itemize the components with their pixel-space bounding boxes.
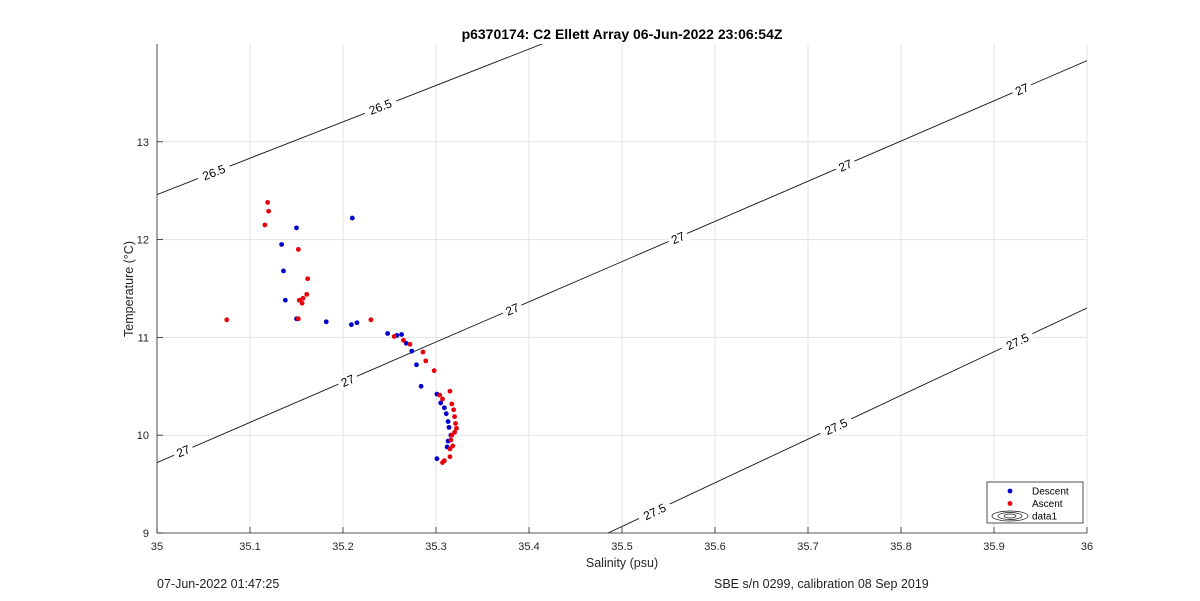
x-tick-label: 35.3: [425, 541, 446, 553]
y-tick-label: 11: [138, 332, 149, 344]
descent-point: [441, 405, 447, 411]
ascent-point: [448, 437, 454, 443]
ascent-point: [452, 414, 457, 420]
ascent-point: [437, 392, 443, 398]
chart-title: p6370174: C2 Ellett Array 06-Jun-2022 23…: [462, 26, 783, 42]
x-tick-label: 35.8: [890, 541, 911, 553]
contour-line-27: [157, 60, 1087, 463]
descent-point: [279, 242, 285, 247]
x-tick-label: 35.1: [239, 541, 260, 553]
x-tick-label: 35.9: [983, 541, 1004, 553]
legend-label-data1: data1: [1032, 512, 1057, 523]
descent-point: [349, 215, 355, 221]
ascent-point: [451, 407, 457, 413]
contour-label-text: 27: [1013, 80, 1031, 98]
ascent-point: [440, 396, 445, 402]
footer-timestamp: 07-Jun-2022 01:47:25: [157, 577, 280, 591]
contour-label: 27: [1009, 78, 1034, 100]
legend-label-descent: Descent: [1032, 487, 1069, 498]
legend-marker-ascent: [1007, 501, 1013, 506]
ascent-point: [420, 349, 426, 355]
tick-labels: 35 35.1 35.2 35.3 35.4 35.5 35.6 35.7 35.8 35.9 36…: [137, 137, 1093, 553]
descent-point: [438, 400, 444, 406]
legend-label-ascent: Ascent: [1032, 499, 1063, 510]
descent-point: [282, 297, 288, 303]
x-tick-label: 35.4: [518, 541, 539, 553]
descent-point: [418, 383, 424, 389]
legend-box: [986, 481, 1084, 524]
ascent-point: [453, 421, 458, 426]
descent-point: [354, 320, 360, 326]
descent-point: [445, 419, 451, 424]
axes: [156, 44, 1088, 534]
y-tick-label: 10: [137, 430, 149, 442]
y-tick-label: 12: [137, 235, 149, 247]
ascent-point: [368, 317, 374, 323]
descent-point: [323, 319, 329, 325]
ascent-point: [447, 446, 453, 452]
descent-point: [414, 362, 419, 368]
ascent-point: [447, 454, 453, 460]
ascent-point: [447, 388, 453, 394]
ascent-point: [454, 425, 459, 431]
descent-point: [409, 348, 415, 354]
descent-point: [348, 322, 354, 328]
x-tick-label: 35.2: [332, 541, 353, 553]
ascent-point: [431, 368, 437, 374]
ascent-point: [407, 341, 413, 347]
ascent-point: [391, 334, 397, 339]
x-tick-label: 35.7: [797, 541, 818, 553]
contour-label: 27: [335, 370, 360, 391]
legend-marker-descent: [1007, 488, 1013, 494]
descent-point: [385, 331, 391, 336]
legend-contour-icon: [991, 510, 1029, 522]
ascent-point: [299, 300, 305, 306]
footer-calibration: SBE s/n 0299, calibration 08 Sep 2019: [714, 577, 929, 591]
contour-label-text: 27: [836, 157, 854, 175]
ascent-point: [423, 358, 429, 364]
ascent-point: [266, 208, 271, 214]
contour-label-text: 27: [504, 300, 522, 318]
ascent-point: [262, 222, 268, 228]
x-tick-label: 35: [151, 541, 163, 553]
descent-point: [446, 424, 452, 430]
x-tick-label: 35.6: [704, 541, 725, 553]
ascent-point: [265, 200, 271, 205]
contour-label-text: 27: [174, 442, 192, 460]
ascent-point: [295, 246, 301, 252]
contour-label: 27: [500, 298, 525, 320]
contour-label-text: 27: [339, 372, 357, 390]
ascent-point: [401, 337, 406, 343]
y-tick-label: 9: [143, 528, 149, 540]
descent-point: [443, 411, 449, 417]
ascent-point: [295, 316, 301, 322]
ascent-point: [440, 460, 445, 465]
ascent-point: [304, 291, 310, 297]
x-tick-label: 36: [1081, 541, 1093, 553]
descent-point: [294, 225, 299, 231]
ascent-point: [224, 317, 230, 323]
ascent-point: [300, 295, 306, 301]
ascent-point: [305, 276, 311, 282]
contour-label: 27: [833, 154, 858, 176]
ascent-point: [449, 432, 455, 438]
x-axis-label: Salinity (psu): [586, 556, 658, 570]
y-axis-label: Temperature (°C): [122, 241, 136, 337]
x-tick-label: 35.5: [611, 541, 632, 553]
grid: [156, 44, 1088, 534]
contour-label: 27: [665, 227, 690, 249]
descent-point: [434, 456, 440, 462]
contour-label-text: 27: [669, 229, 687, 247]
y-tick-label: 13: [137, 137, 149, 149]
ascent-point: [449, 401, 455, 407]
descent-point: [399, 332, 404, 337]
contour-label: 27: [171, 440, 195, 462]
data-points: [224, 200, 459, 465]
descent-point: [281, 268, 286, 274]
